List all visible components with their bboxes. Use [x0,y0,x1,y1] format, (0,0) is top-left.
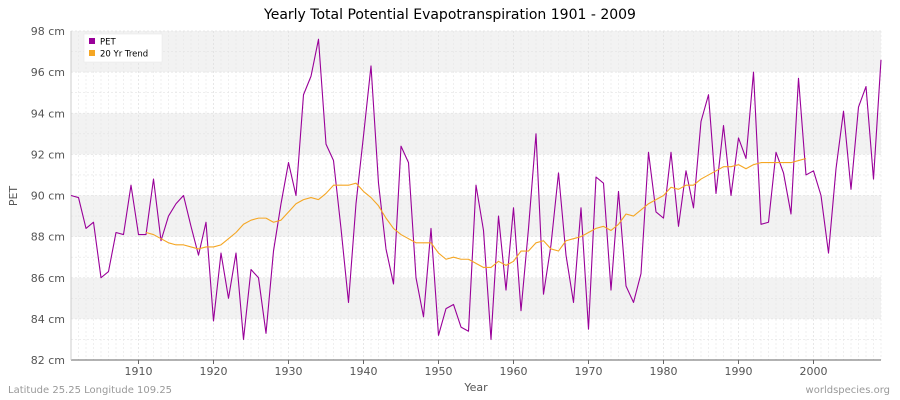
y-tick-label: 98 cm [31,25,65,38]
y-tick-labels: 82 cm 84 cm 86 cm 88 cm 90 cm 92 cm 94 cm 96 cm… [31,25,65,367]
y-tick-label: 86 cm [31,272,65,285]
x-tick-label: 1910 [125,365,153,378]
grid-lines [70,30,882,361]
chart-title: Yearly Total Potential Evapotranspiratio… [264,7,636,23]
legend: PET 20 Yr Trend [83,33,163,63]
y-tick-label: 84 cm [31,313,65,326]
y-tick-label: 88 cm [31,231,65,244]
series-lines [70,38,882,340]
y-tick-label: 92 cm [31,148,65,161]
legend-label-trend: 20 Yr Trend [100,50,148,60]
y-tick-label: 90 cm [31,190,65,203]
x-tick-label: 1920 [200,365,228,378]
pet-line [70,38,882,340]
y-tick-label: 82 cm [31,354,65,367]
x-axis-label: Year [463,381,488,394]
x-tick-label: 1930 [275,365,303,378]
x-tick-label: 1960 [500,365,528,378]
legend-swatch-trend [89,50,95,56]
x-tick-label: 1990 [725,365,753,378]
footer-source: worldspecies.org [805,385,890,396]
x-tick-label: 1950 [425,365,453,378]
x-tick-labels: 1910 1920 1930 1940 1950 1960 1970 1980 1990 2000 [125,365,828,378]
legend-label-pet: PET [100,38,116,48]
y-axis-label: PET [7,186,20,207]
x-tick-label: 1940 [350,365,378,378]
y-tick-label: 96 cm [31,66,65,79]
x-tick-label: 1970 [575,365,603,378]
footer-location: Latitude 25.25 Longitude 109.25 [8,385,173,396]
legend-swatch-pet [89,38,95,44]
x-tick-label: 1980 [650,365,678,378]
legend-box [83,33,163,63]
x-tick-label: 2000 [800,365,828,378]
y-tick-label: 94 cm [31,107,65,120]
trend-line [145,157,807,269]
